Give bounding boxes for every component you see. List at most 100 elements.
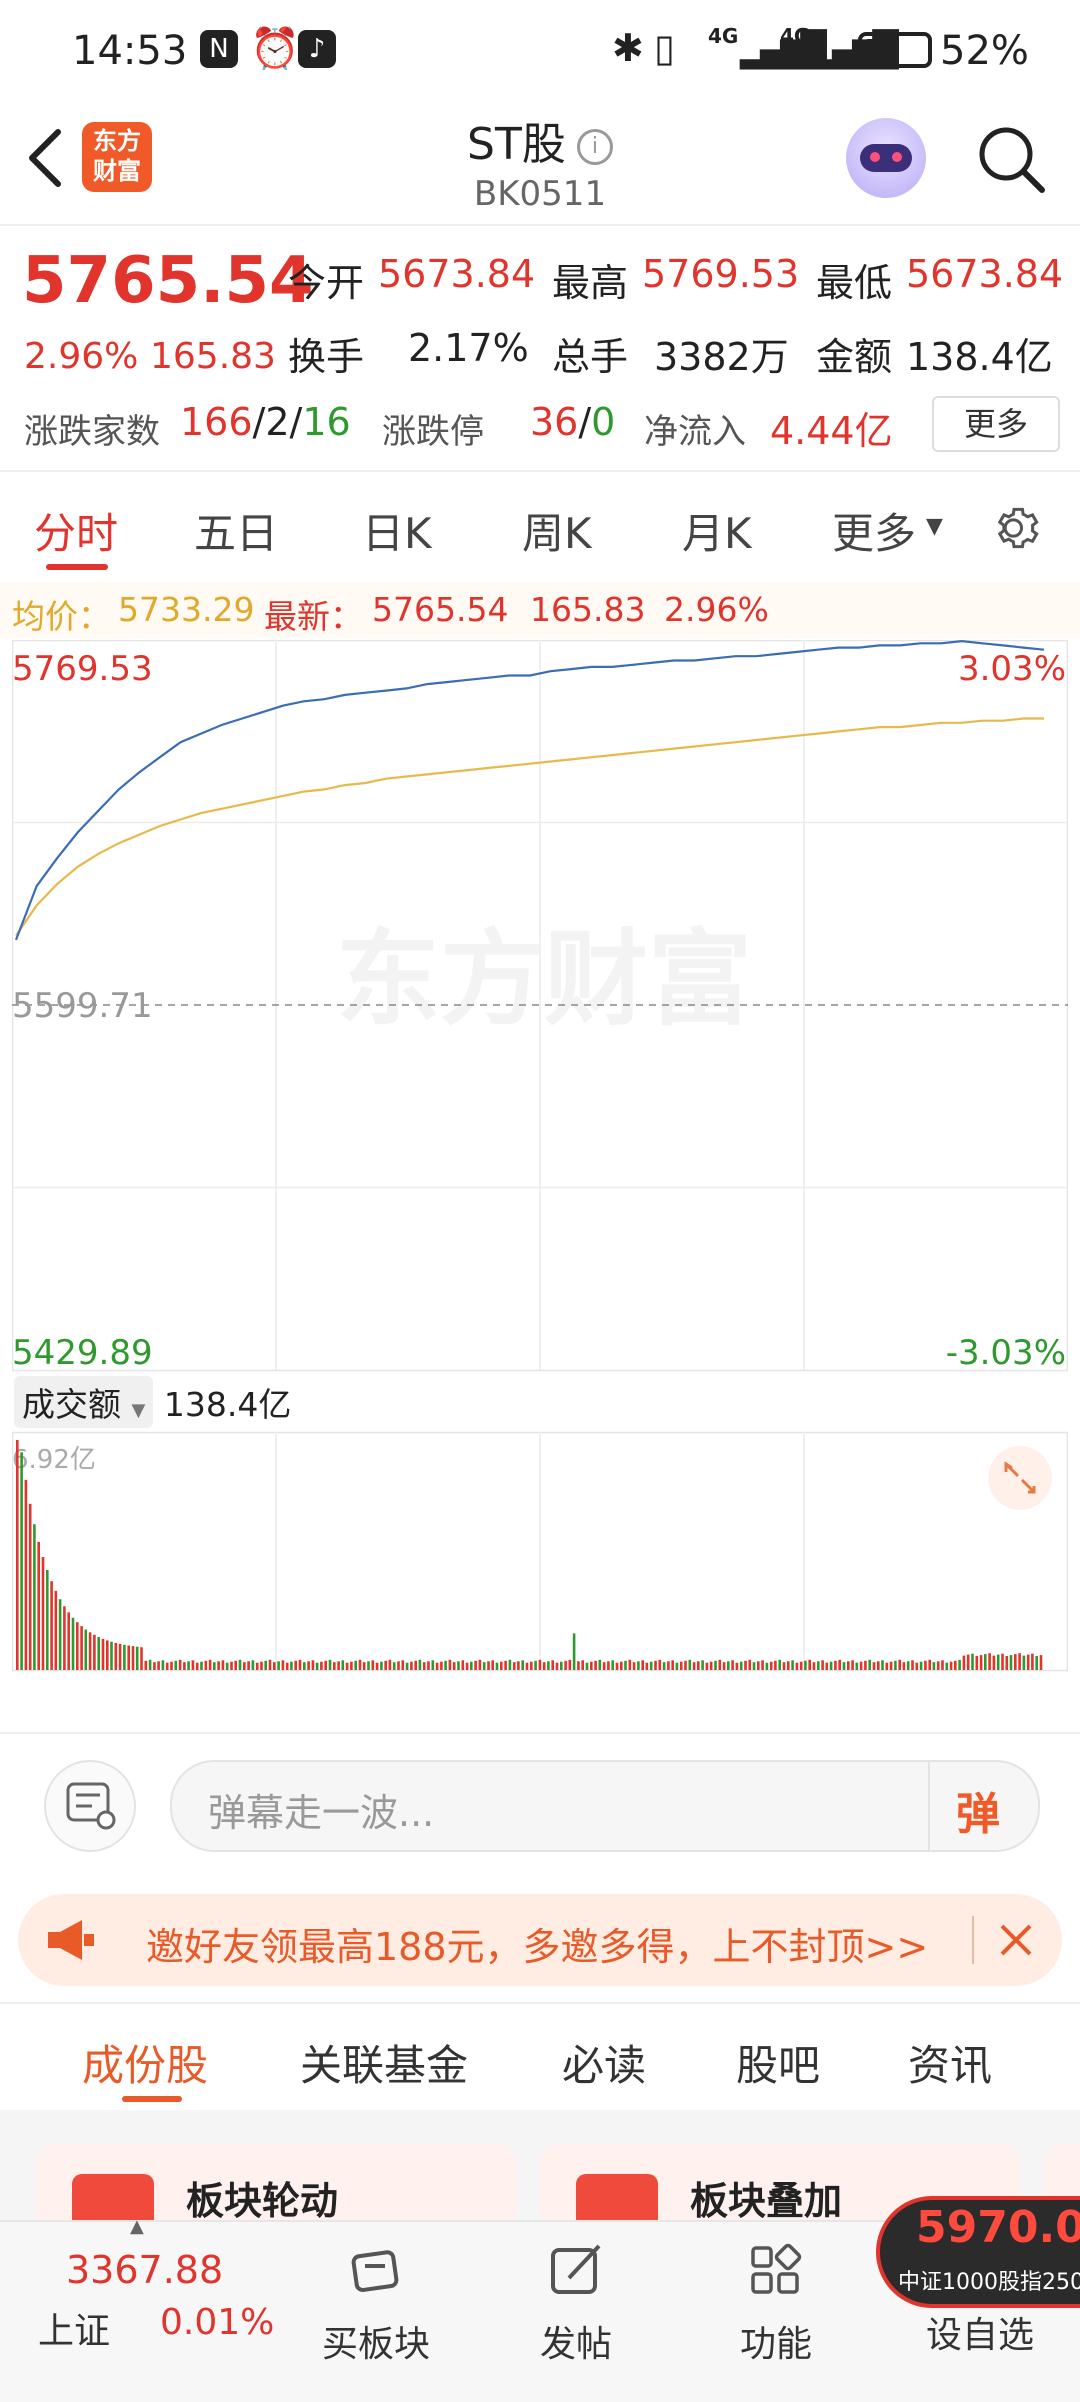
volume-bar bbox=[906, 1661, 910, 1670]
intraday-chart[interactable]: 东方财富 5769.53 3.03% 5599.71 5429.89 -3.03% 6.9… bbox=[11, 639, 1069, 1721]
add-watchlist-label: 设自选 bbox=[925, 2315, 1034, 2356]
volume-bar bbox=[491, 1660, 494, 1670]
breadth-up: 166 bbox=[180, 400, 253, 444]
volume-bar bbox=[161, 1660, 165, 1670]
volume-bar bbox=[932, 1662, 936, 1670]
volume-bar bbox=[842, 1662, 846, 1670]
volume-bar bbox=[560, 1661, 563, 1670]
futures-floating-ticker[interactable]: 5970.0 中证1000股指2506 bbox=[876, 2196, 1080, 2308]
volume-bar bbox=[140, 1647, 143, 1670]
volume-bar bbox=[945, 1662, 949, 1670]
tab-weekly-k[interactable]: 周K bbox=[522, 509, 592, 558]
volume-bar bbox=[422, 1662, 426, 1670]
volume-bar bbox=[170, 1661, 173, 1670]
volume-bar bbox=[688, 1659, 692, 1670]
card-sector-rotation[interactable]: 板块轮动 bbox=[36, 2144, 516, 2223]
tab-more[interactable]: 更多 bbox=[832, 509, 917, 558]
volume-bar bbox=[380, 1661, 383, 1670]
volume-bar bbox=[341, 1660, 345, 1670]
search-icon[interactable] bbox=[976, 124, 1048, 196]
volume-bar bbox=[440, 1661, 443, 1670]
limit-values: 36/0 bbox=[530, 400, 615, 444]
info-icon[interactable]: i bbox=[576, 129, 613, 165]
tab-daily-k[interactable]: 日K bbox=[362, 509, 432, 558]
volume-bar bbox=[230, 1661, 233, 1670]
close-icon[interactable] bbox=[996, 1920, 1036, 1960]
volume-bar bbox=[641, 1660, 644, 1670]
volume-bar bbox=[294, 1660, 297, 1670]
change-value: 165.83 bbox=[150, 336, 276, 377]
volume-bar bbox=[144, 1660, 148, 1670]
add-watchlist-button[interactable]: 设自选 bbox=[880, 2222, 1080, 2358]
tab-related-funds[interactable]: 关联基金 bbox=[300, 2041, 469, 2090]
volume-bar bbox=[461, 1660, 465, 1670]
volume-bar bbox=[1039, 1655, 1043, 1670]
fullscreen-expand-icon[interactable] bbox=[988, 1446, 1052, 1510]
volume-total: 138.4亿 bbox=[163, 1385, 292, 1424]
volume-bar bbox=[624, 1660, 627, 1670]
function-button[interactable]: 功能 bbox=[676, 2222, 876, 2367]
volume-bar bbox=[153, 1662, 156, 1670]
tab-forum[interactable]: 股吧 bbox=[736, 2041, 821, 2090]
volume-bar bbox=[517, 1661, 520, 1670]
futures-value: 5970.0 bbox=[916, 2202, 1080, 2253]
volume-bar bbox=[628, 1659, 632, 1670]
danmu-settings-icon[interactable] bbox=[44, 1760, 136, 1852]
inflow-label: 净流入 bbox=[644, 412, 746, 452]
tab-monthly-k[interactable]: 月K bbox=[682, 509, 752, 558]
volume-bar bbox=[881, 1660, 884, 1670]
volume-bar bbox=[825, 1662, 829, 1670]
volume-header: 成交额 ▼ 138.4亿 bbox=[14, 1376, 291, 1428]
volume-bar bbox=[67, 1612, 70, 1670]
volume-bar bbox=[392, 1662, 396, 1670]
volume-bar bbox=[817, 1661, 820, 1670]
banner-text: 邀好友领最高188元，多邀多得，上不封顶>> bbox=[146, 1925, 929, 1969]
volume-bar bbox=[118, 1643, 122, 1670]
robot-assistant-icon[interactable] bbox=[846, 118, 926, 198]
grid-function-icon bbox=[751, 2243, 802, 2294]
volume-bar bbox=[465, 1662, 469, 1670]
volume-bar bbox=[371, 1660, 375, 1670]
volume-bar bbox=[93, 1634, 96, 1670]
tab-five-day[interactable]: 五日 bbox=[194, 509, 279, 558]
volume-bar bbox=[547, 1661, 550, 1670]
rotation-icon bbox=[72, 2174, 154, 2220]
volume-bar bbox=[290, 1661, 293, 1670]
volume-bar bbox=[936, 1661, 940, 1670]
volume-bar bbox=[705, 1662, 709, 1670]
more-button[interactable]: 更多 bbox=[932, 396, 1060, 452]
volume-bar bbox=[1022, 1655, 1026, 1670]
volume-bar bbox=[63, 1606, 66, 1670]
last-change: 165.83 bbox=[530, 590, 646, 629]
volume-bar bbox=[375, 1662, 379, 1670]
volume-bar bbox=[872, 1662, 876, 1670]
volume-bar bbox=[996, 1654, 1000, 1670]
last-value: 5765.54 bbox=[372, 590, 509, 629]
tab-intraday[interactable]: 分时 bbox=[34, 509, 119, 558]
volume-bar bbox=[127, 1645, 130, 1670]
back-arrow-icon[interactable] bbox=[22, 126, 66, 190]
volume-bar bbox=[594, 1660, 597, 1670]
volume-bar bbox=[123, 1644, 126, 1670]
volume-selector[interactable]: 成交额 ▼ bbox=[14, 1376, 154, 1428]
danmu-send-button[interactable]: 弹 bbox=[956, 1789, 1000, 1840]
volume-bar bbox=[76, 1622, 79, 1670]
volume-bar bbox=[1026, 1654, 1030, 1670]
post-button[interactable]: 发帖 bbox=[476, 2222, 676, 2367]
tab-news[interactable]: 资讯 bbox=[908, 2041, 993, 2090]
volume-bar bbox=[345, 1662, 349, 1670]
danmu-input[interactable]: 弹幕走一波... 弹 bbox=[170, 1760, 1040, 1852]
settings-gear-icon[interactable] bbox=[990, 500, 1046, 556]
buy-sector-button[interactable]: 买板块 bbox=[276, 2222, 476, 2367]
logo-text-2: 财富 bbox=[93, 157, 141, 185]
volume-bar bbox=[555, 1662, 559, 1670]
volume-bar bbox=[542, 1662, 546, 1670]
function-label: 功能 bbox=[739, 2324, 812, 2365]
invite-banner[interactable]: 邀好友领最高188元，多邀多得，上不封顶>> bbox=[18, 1894, 1062, 1986]
index-ticker[interactable]: ▲ 3367.88 上证 0.01% bbox=[0, 2216, 280, 2402]
title-block: ST股 i BK0511 bbox=[440, 108, 640, 214]
battery-percent: 52% bbox=[940, 28, 1029, 74]
tab-constituents[interactable]: 成份股 bbox=[82, 2041, 209, 2090]
tab-must-read[interactable]: 必读 bbox=[562, 2041, 647, 2090]
volume-bar bbox=[799, 1661, 803, 1670]
